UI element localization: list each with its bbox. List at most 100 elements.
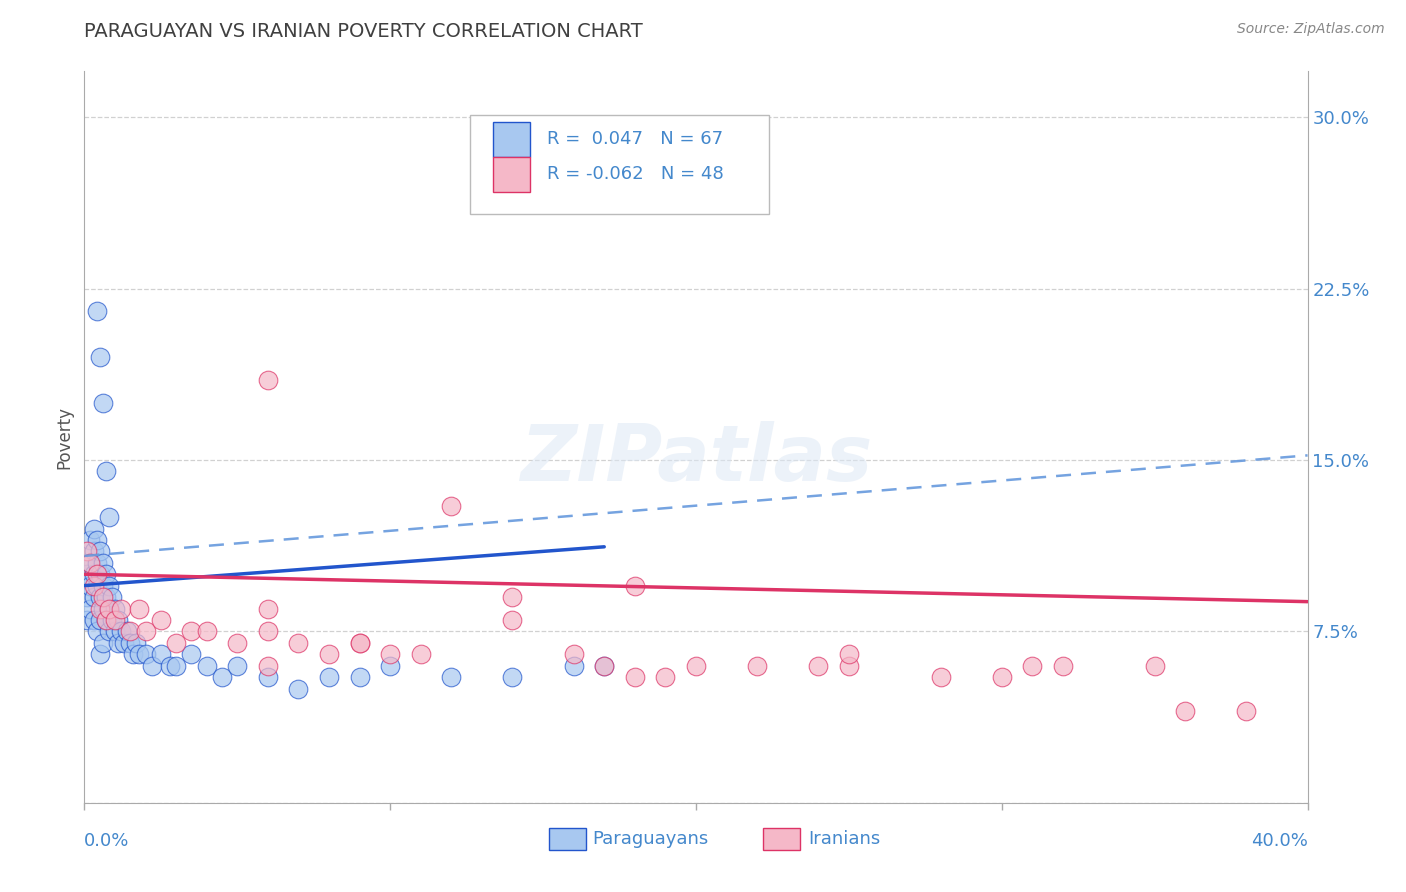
Point — [1174, 705, 1197, 719]
Point — [86, 556, 108, 570]
Point — [1021, 658, 1043, 673]
Point — [107, 613, 129, 627]
Point — [838, 658, 860, 673]
Point — [97, 624, 120, 639]
Point — [287, 681, 309, 696]
Point — [115, 624, 138, 639]
Point — [257, 373, 280, 387]
Point — [94, 613, 117, 627]
Point — [89, 544, 111, 558]
Point — [440, 499, 463, 513]
Point — [409, 647, 432, 661]
Point — [562, 658, 585, 673]
Point — [128, 601, 150, 615]
Point — [91, 579, 114, 593]
Text: ZIPatlas: ZIPatlas — [520, 421, 872, 497]
Point — [83, 521, 105, 535]
Point — [349, 636, 371, 650]
Point — [83, 567, 105, 582]
FancyBboxPatch shape — [494, 157, 530, 192]
Point — [120, 636, 142, 650]
Point — [76, 567, 98, 582]
Point — [159, 658, 181, 673]
Point — [1236, 705, 1258, 719]
Point — [141, 658, 163, 673]
Point — [79, 556, 101, 570]
Point — [94, 567, 117, 582]
FancyBboxPatch shape — [494, 122, 530, 157]
Point — [97, 601, 120, 615]
Point — [440, 670, 463, 684]
Point — [110, 601, 132, 615]
Point — [91, 590, 114, 604]
Point — [104, 624, 127, 639]
Point — [104, 601, 127, 615]
Point — [89, 613, 111, 627]
Point — [257, 624, 280, 639]
Point — [624, 670, 647, 684]
Text: R = -0.062   N = 48: R = -0.062 N = 48 — [547, 166, 724, 184]
Point — [135, 647, 157, 661]
Point — [91, 556, 114, 570]
Point — [89, 567, 111, 582]
Point — [86, 304, 108, 318]
Point — [79, 579, 101, 593]
Point — [180, 624, 202, 639]
Point — [86, 533, 108, 547]
Point — [502, 613, 524, 627]
Point — [86, 624, 108, 639]
Point — [654, 670, 676, 684]
Point — [624, 579, 647, 593]
Text: Iranians: Iranians — [808, 830, 880, 848]
Point — [318, 647, 340, 661]
Text: 0.0%: 0.0% — [84, 832, 129, 850]
Point — [287, 636, 309, 650]
Point — [125, 636, 148, 650]
Point — [83, 544, 105, 558]
Point — [149, 647, 172, 661]
Text: 40.0%: 40.0% — [1251, 832, 1308, 850]
Point — [101, 613, 124, 627]
Point — [165, 636, 187, 650]
Point — [226, 636, 249, 650]
Point — [79, 556, 101, 570]
Point — [79, 601, 101, 615]
Point — [380, 647, 402, 661]
Point — [86, 579, 108, 593]
Text: Source: ZipAtlas.com: Source: ZipAtlas.com — [1237, 22, 1385, 37]
Point — [685, 658, 707, 673]
Point — [76, 613, 98, 627]
Point — [380, 658, 402, 673]
Point — [502, 670, 524, 684]
Point — [97, 579, 120, 593]
Point — [195, 624, 218, 639]
Point — [79, 533, 101, 547]
Point — [76, 590, 98, 604]
Point — [593, 658, 616, 673]
Text: PARAGUAYAN VS IRANIAN POVERTY CORRELATION CHART: PARAGUAYAN VS IRANIAN POVERTY CORRELATIO… — [84, 22, 643, 41]
Point — [83, 579, 105, 593]
Point — [991, 670, 1014, 684]
Point — [165, 658, 187, 673]
Point — [257, 670, 280, 684]
Point — [349, 670, 371, 684]
Point — [101, 590, 124, 604]
Y-axis label: Poverty: Poverty — [55, 406, 73, 468]
Point — [747, 658, 769, 673]
Point — [86, 567, 108, 582]
Point — [120, 624, 142, 639]
Point — [128, 647, 150, 661]
Point — [89, 601, 111, 615]
Point — [1143, 658, 1166, 673]
Point — [91, 396, 114, 410]
Point — [195, 658, 218, 673]
Point — [838, 647, 860, 661]
Point — [112, 636, 135, 650]
Point — [94, 590, 117, 604]
Point — [94, 464, 117, 478]
Point — [97, 510, 120, 524]
Point — [562, 647, 585, 661]
Point — [107, 636, 129, 650]
Point — [76, 544, 98, 558]
Point — [1052, 658, 1074, 673]
